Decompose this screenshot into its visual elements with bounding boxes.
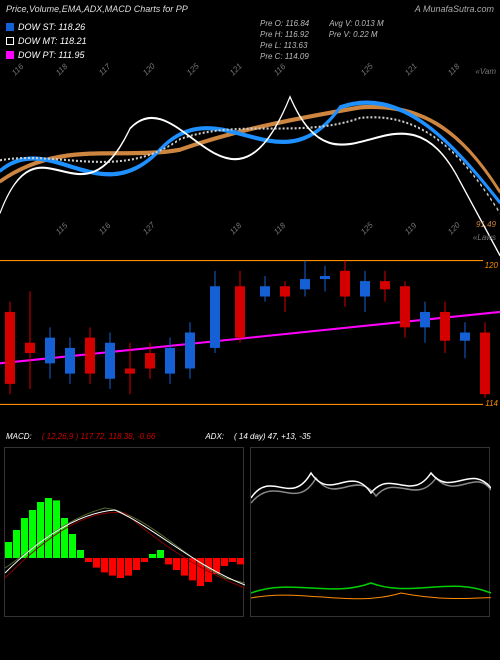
- candle-body: [25, 343, 35, 353]
- candles-group: [5, 261, 490, 405]
- candle-body: [165, 348, 175, 374]
- legend-block: DOW ST: 118.26DOW MT: 118.21DOW PT: 111.…: [6, 20, 87, 62]
- candle-body: [5, 312, 15, 384]
- macd-bar: [165, 558, 172, 564]
- stats-cell: Pre L: 113.63: [260, 40, 307, 51]
- adx-svg: [251, 448, 491, 618]
- y-bot-caption: «Laws: [473, 233, 496, 242]
- stats-cell: Avg V: 0.013 M: [329, 18, 383, 29]
- brown-line: [0, 107, 500, 192]
- macd-bar: [181, 558, 188, 576]
- stats-cell: Pre H: 116.92: [260, 29, 309, 40]
- stats-cell: Pre C: 114.09: [260, 51, 309, 62]
- macd-label: MACD:: [6, 432, 32, 441]
- y-top-caption: «Vam: [475, 67, 496, 76]
- candle-body: [460, 333, 470, 341]
- stats-row: Pre O: 116.84 Avg V: 0.013 M: [260, 18, 384, 29]
- price-tag: 120: [483, 260, 500, 271]
- macd-bar: [37, 502, 44, 558]
- macd-bar: [173, 558, 180, 570]
- legend-label: DOW PT: 111.95: [18, 48, 85, 62]
- candle-body: [480, 333, 490, 395]
- candle-body: [400, 286, 410, 327]
- macd-svg: [5, 448, 245, 618]
- candle-body: [125, 368, 135, 373]
- chart-title: Price,Volume,EMA,ADX,MACD Charts for PP: [6, 4, 188, 14]
- candle-body: [340, 271, 350, 297]
- macd-bar: [69, 534, 76, 558]
- macd-bar: [45, 498, 52, 558]
- price-tag: 114: [483, 398, 500, 409]
- macd-bar: [93, 558, 100, 568]
- macd-bar: [5, 542, 12, 558]
- white-line: [0, 97, 500, 256]
- candle-body: [45, 338, 55, 364]
- white-dash-line: [0, 117, 500, 213]
- brand-label: A MunafaSutra.com: [415, 4, 494, 14]
- macd-bar: [13, 530, 20, 558]
- adx-green-line: [251, 583, 491, 593]
- candle-body: [185, 333, 195, 369]
- candle-body: [360, 281, 370, 296]
- legend-item: DOW PT: 111.95: [6, 48, 87, 62]
- adx-chart: [250, 447, 490, 617]
- legend-swatch: [6, 37, 14, 45]
- main-chart: 116118117120125121116125121118 115116127…: [0, 65, 500, 425]
- candle-body: [210, 286, 220, 348]
- candle-body: [260, 286, 270, 296]
- adx-label: ADX:: [205, 432, 224, 441]
- macd-bar: [125, 558, 132, 576]
- stats-block: Pre O: 116.84Avg V: 0.013 MPre H: 116.92…: [260, 18, 384, 62]
- chart-header: Price,Volume,EMA,ADX,MACD Charts for PP …: [0, 0, 500, 18]
- candle-body: [440, 312, 450, 341]
- macd-bar: [133, 558, 140, 570]
- candle-body: [145, 353, 155, 368]
- macd-bar: [149, 554, 156, 558]
- legend-item: DOW MT: 118.21: [6, 34, 87, 48]
- stats-row: Pre L: 113.63: [260, 40, 384, 51]
- candle-body: [235, 286, 245, 337]
- macd-bar: [117, 558, 124, 578]
- stats-cell: Pre O: 116.84: [260, 18, 309, 29]
- stats-cell: Pre V: 0.22 M: [329, 29, 378, 40]
- legend-label: DOW MT: 118.21: [18, 34, 87, 48]
- adx-orange-line: [251, 593, 491, 599]
- macd-bar: [109, 558, 116, 576]
- macd-params: ( 12,26,9 ) 117.72, 118.38, -0.66: [42, 432, 156, 441]
- macd-bar: [237, 558, 244, 564]
- macd-chart: [4, 447, 244, 617]
- legend-item: DOW ST: 118.26: [6, 20, 87, 34]
- bottom-indicators: MACD: ( 12,26,9 ) 117.72, 118.38, -0.66 …: [0, 430, 500, 617]
- candle-body: [420, 312, 430, 327]
- y-mid-val: 91.49: [476, 220, 496, 229]
- candle-body: [85, 338, 95, 374]
- legend-label: DOW ST: 118.26: [18, 20, 85, 34]
- macd-bar: [101, 558, 108, 572]
- adx-params: ( 14 day) 47, +13, -35: [234, 432, 311, 441]
- candle-body: [105, 343, 115, 379]
- candle-panel: [0, 240, 500, 425]
- candle-body: [280, 286, 290, 296]
- macd-bar: [157, 550, 164, 558]
- macd-bar: [141, 558, 148, 562]
- candle-body: [300, 279, 310, 289]
- stats-row: Pre C: 114.09: [260, 51, 384, 62]
- macd-bar: [221, 558, 228, 566]
- candle-body: [65, 348, 75, 374]
- stats-row: Pre H: 116.92 Pre V: 0.22 M: [260, 29, 384, 40]
- candle-body: [380, 281, 390, 289]
- legend-swatch: [6, 51, 14, 59]
- legend-swatch: [6, 23, 14, 31]
- candle-body: [320, 276, 330, 279]
- indicator-labels: MACD: ( 12,26,9 ) 117.72, 118.38, -0.66 …: [0, 430, 500, 443]
- macd-bar: [85, 558, 92, 562]
- macd-bar: [77, 550, 84, 558]
- macd-bar: [229, 558, 236, 562]
